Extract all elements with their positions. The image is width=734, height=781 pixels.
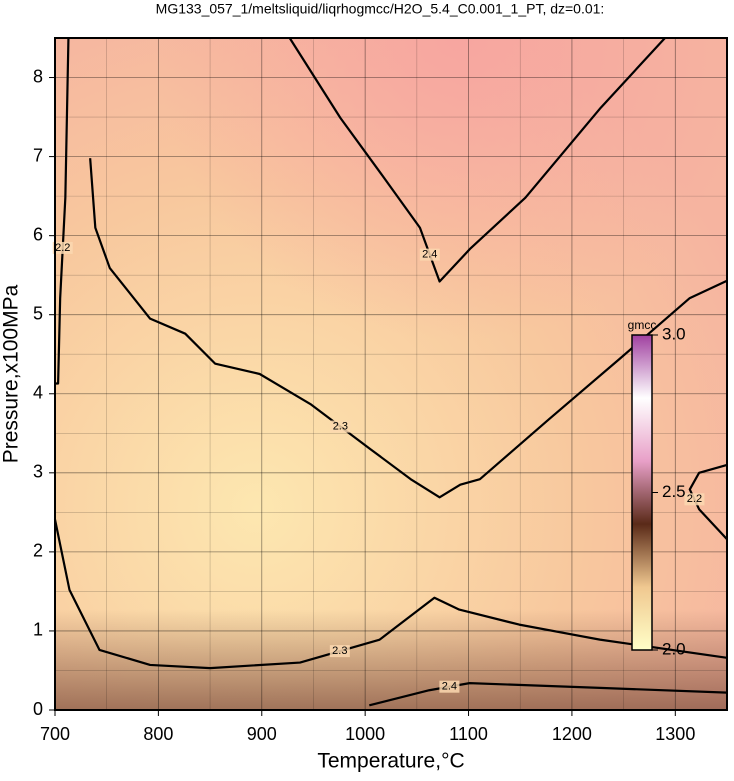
x-tick-label: 700 <box>40 724 70 744</box>
contour-label-bg <box>684 493 705 506</box>
contour-label: 2.2 <box>55 242 70 254</box>
y-tick-label: 7 <box>33 145 43 165</box>
contour-label: 2.3 <box>333 420 348 432</box>
chart-title: MG133_057_1/meltsliquid/liqrhogmcc/H2O_5… <box>156 1 605 17</box>
x-tick-label: 900 <box>247 724 277 744</box>
y-tick-label: 0 <box>33 699 43 719</box>
x-tick-label: 800 <box>143 724 173 744</box>
y-tick-label: 1 <box>33 620 43 640</box>
y-tick-label: 6 <box>33 224 43 244</box>
plot-shade <box>55 38 727 710</box>
colorbar-tick-label: 3.0 <box>662 324 686 343</box>
y-tick-label: 8 <box>33 66 43 86</box>
contour-label-bg <box>52 241 73 254</box>
y-tick-label: 3 <box>33 462 43 482</box>
y-tick-label: 5 <box>33 303 43 323</box>
contour-line <box>369 682 728 707</box>
contour-label-bg <box>329 645 350 658</box>
colorbar-tick-label: 2.0 <box>662 639 686 658</box>
contours: 2.4 2.3 2.3 2.4 2.2 2.2 <box>52 37 728 707</box>
contour-label: 2.4 <box>442 681 457 693</box>
colorbar-label: gmcc <box>628 318 657 332</box>
x-axis-label: Temperature,°C <box>317 750 464 773</box>
contour-line <box>688 463 728 540</box>
y-tick-label: 4 <box>33 383 43 403</box>
y-axis-label: Pressure,x100MPa <box>0 284 23 463</box>
contour-label: 2.3 <box>332 645 347 657</box>
contour-label-bg <box>330 420 351 433</box>
contour-line <box>55 37 70 385</box>
contour-label-bg <box>419 248 440 261</box>
x-tick-label: 1100 <box>449 724 488 744</box>
grid <box>54 38 727 711</box>
contour-label: 2.2 <box>687 493 702 505</box>
contour-label: 2.4 <box>422 249 437 261</box>
x-tick-label: 1200 <box>552 724 592 744</box>
colorbar <box>631 334 653 651</box>
contour-line <box>89 158 728 499</box>
y-tick-label: 2 <box>33 541 43 561</box>
contour-label-bg <box>439 680 460 693</box>
colorbar-tick-label: 2.5 <box>662 482 686 501</box>
axes: 700 800 900 1000 1100 1200 1300012345678gmcc2.… <box>33 37 728 744</box>
contour-line <box>288 37 666 283</box>
x-tick-label: 1000 <box>345 724 385 744</box>
plot-frame <box>54 37 728 711</box>
x-tick-label: 1300 <box>655 724 695 744</box>
